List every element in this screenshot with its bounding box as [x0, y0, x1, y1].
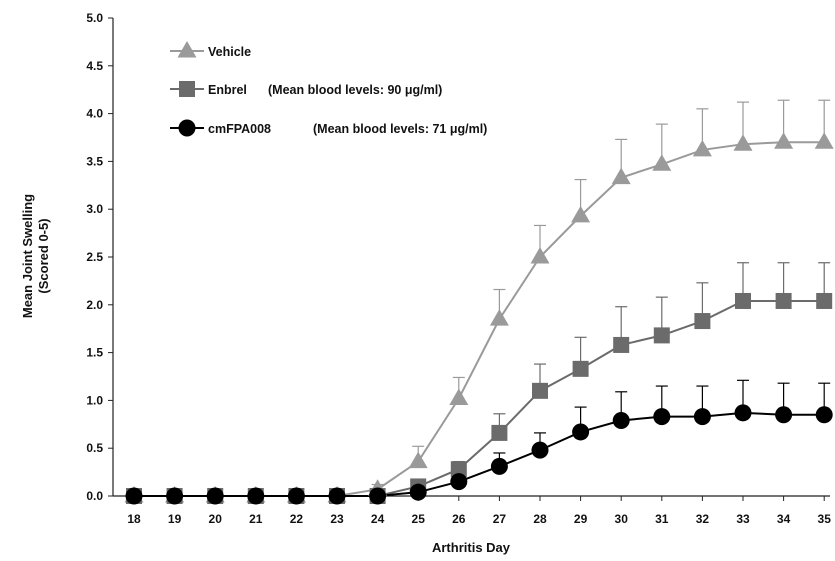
enbrel-line [134, 299, 825, 497]
series-markers [124, 132, 834, 505]
x-tick-label: 22 [290, 512, 304, 526]
enbrel-point [694, 313, 711, 330]
vehicle-point [408, 451, 428, 469]
vehicle-point [774, 132, 794, 149]
y-tick-label: 0.0 [86, 489, 103, 503]
enbrel-point [450, 461, 467, 478]
vehicle-line [134, 141, 825, 497]
error-bars [371, 99, 831, 493]
x-axis-title: Arthritis Day [432, 540, 511, 555]
y-tick-label: 2.5 [86, 250, 103, 264]
cmfpa008-point [572, 423, 590, 441]
x-tick-label: 27 [493, 512, 507, 526]
legend-cmfpa008-marker [178, 119, 196, 137]
vehicle-point [489, 309, 509, 326]
cmfpa008-point [612, 411, 630, 429]
cmfpa008-point [125, 487, 143, 505]
cmfpa008-point [247, 487, 265, 505]
legend-enbrel-marker [179, 81, 195, 97]
cmfpa008-point [328, 487, 346, 505]
x-tick-label: 20 [209, 512, 223, 526]
x-tick-label: 24 [371, 512, 385, 526]
axes: 0.0 0.5 1.0 1.5 2.0 2.5 3.0 3.5 4.0 4.5 5.0 18 19 20 2… [86, 11, 831, 526]
cmfpa008-point [450, 473, 468, 491]
x-tick-label: 34 [777, 512, 791, 526]
y-tick-label: 3.0 [86, 202, 103, 216]
y-axis-title: Mean Joint Swelling (Scored 0-5) [20, 194, 51, 318]
enbrel-point [613, 336, 630, 353]
y-tick-label: 3.5 [86, 154, 103, 168]
y-tick-label: 4.5 [86, 59, 103, 73]
x-tick-label: 18 [127, 512, 141, 526]
cmfpa008-point [653, 408, 671, 426]
y-tick-label: 1.0 [86, 393, 103, 407]
x-tick-label: 19 [168, 512, 182, 526]
x-tick-label: 35 [818, 512, 832, 526]
y-tick-label: 5.0 [86, 11, 103, 25]
legend-cmfpa008-label: cmFPA008 [208, 122, 271, 136]
vehicle-point [530, 247, 550, 264]
cmfpa008-point [490, 457, 508, 475]
enbrel-point [572, 360, 589, 377]
legend-enbrel-label: Enbrel [208, 83, 247, 97]
enbrel-point [816, 292, 833, 309]
cmfpa008-line [134, 411, 825, 497]
y-tick-label: 1.5 [86, 346, 103, 360]
enbrel-point [532, 382, 548, 399]
x-tick-label: 30 [615, 512, 629, 526]
enbrel-point [735, 292, 751, 309]
x-tick-label: 21 [249, 512, 263, 526]
legend: Vehicle Enbrel (Mean blood levels: 90 μg/m… [170, 41, 487, 137]
vehicle-point [652, 154, 672, 171]
cmfpa008-point [815, 406, 833, 424]
vehicle-point [814, 132, 834, 149]
y-tick-label: 4.0 [86, 107, 103, 121]
cmfpa008-point [693, 408, 711, 426]
x-tick-label: 25 [412, 512, 426, 526]
x-tick-label: 28 [533, 512, 547, 526]
x-tick-label: 29 [574, 512, 588, 526]
enbrel-point [775, 292, 792, 309]
x-tick-label: 23 [330, 512, 344, 526]
cmfpa008-point [734, 404, 752, 422]
vehicle-point [692, 139, 712, 157]
y-tick-label: 2.0 [86, 298, 103, 312]
y-axis-title-line1: Mean Joint Swelling [20, 194, 35, 318]
x-tick-label: 26 [452, 512, 466, 526]
legend-vehicle-label: Vehicle [208, 45, 251, 59]
cmfpa008-point [369, 487, 387, 505]
vehicle-point [449, 388, 469, 405]
x-tick-label: 33 [736, 512, 750, 526]
vehicle-point [571, 205, 591, 223]
x-tick-label: 32 [696, 512, 710, 526]
cmfpa008-point [206, 487, 224, 505]
cmfpa008-point [775, 406, 793, 424]
legend-vehicle-marker [177, 41, 197, 58]
enbrel-point [653, 327, 670, 344]
legend-enbrel-note: (Mean blood levels: 90 μg/ml) [268, 83, 442, 97]
y-axis-title-line2: (Scored 0-5) [36, 218, 51, 293]
vehicle-point [611, 167, 631, 185]
cmfpa008-point [531, 441, 549, 459]
legend-cmfpa008-note: (Mean blood levels: 71 μg/ml) [313, 122, 487, 136]
x-tick-label: 31 [655, 512, 669, 526]
vehicle-point [733, 134, 753, 151]
enbrel-point [491, 424, 508, 441]
cmfpa008-point [287, 487, 305, 505]
cmfpa008-point [409, 483, 427, 501]
cmfpa008-point [166, 487, 184, 505]
series-lines [134, 141, 825, 497]
y-tick-label: 0.5 [86, 441, 103, 455]
